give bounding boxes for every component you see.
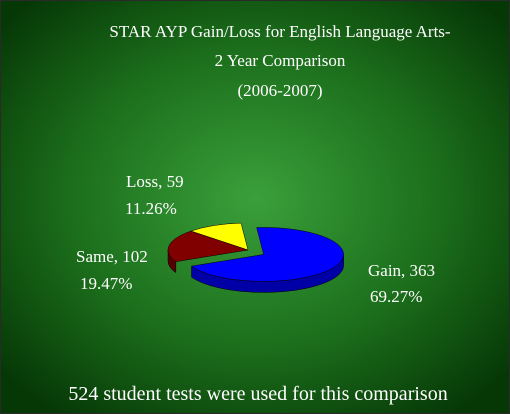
slice-side-shade — [168, 250, 176, 273]
percent-label: 69.27% — [370, 287, 422, 306]
percent-label: 11.26% — [125, 199, 177, 218]
footnote: 524 student tests were used for this com… — [68, 383, 447, 405]
slice — [190, 227, 344, 282]
slice — [167, 230, 249, 262]
slice-side-shade — [191, 254, 344, 293]
data-label: Gain, 363 — [368, 261, 435, 280]
title-line: 2 Year Comparison — [215, 51, 346, 70]
title-line: (2006-2007) — [238, 81, 323, 100]
title-line: STAR AYP Gain/Loss for English Language … — [109, 22, 450, 41]
percent-label: 19.47% — [80, 274, 132, 293]
data-label: Same, 102 — [76, 247, 148, 266]
data-label: Loss, 59 — [126, 172, 184, 191]
